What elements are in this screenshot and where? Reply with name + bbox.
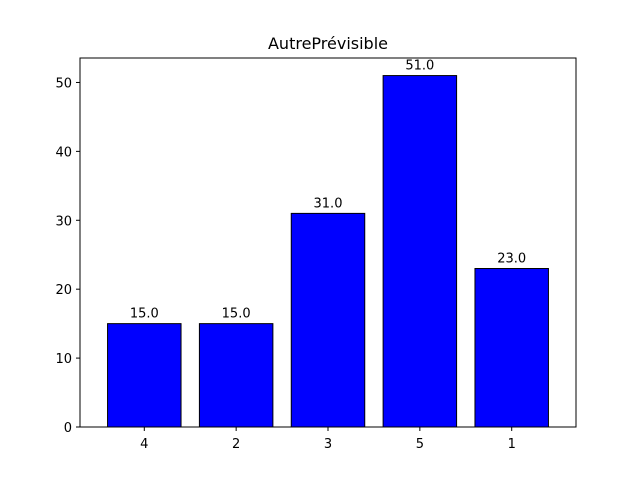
y-tick-label: 30 [55, 214, 72, 229]
x-axis: 4 2 3 5 1 [140, 427, 516, 452]
chart-title: AutrePrévisible [268, 34, 388, 53]
data-label-5: 51.0 [405, 59, 434, 74]
y-tick-label: 0 [64, 421, 72, 436]
bar-4 [107, 323, 182, 428]
y-tick-label: 40 [55, 145, 72, 160]
bar-1 [474, 268, 549, 428]
x-tick-label: 5 [416, 437, 424, 452]
bar-5 [382, 75, 458, 428]
y-axis: 0 10 20 30 40 50 [55, 76, 80, 436]
x-tick-label: 4 [140, 437, 148, 452]
data-label-2: 15.0 [222, 307, 251, 322]
plot-frame [79, 57, 577, 428]
bar-3 [290, 212, 366, 428]
x-tick-label: 3 [324, 437, 332, 452]
bars-group: 15.0 15.0 31.0 51.0 23.0 [107, 59, 549, 428]
data-label-4: 15.0 [130, 307, 159, 322]
data-label-1: 23.0 [497, 252, 526, 267]
y-tick-label: 10 [55, 352, 72, 367]
x-tick-label: 2 [232, 437, 240, 452]
bar-2 [198, 323, 274, 428]
y-tick-label: 20 [55, 283, 72, 298]
y-tick-label: 50 [55, 76, 72, 91]
data-label-3: 31.0 [314, 196, 343, 211]
x-tick-label: 1 [508, 437, 516, 452]
